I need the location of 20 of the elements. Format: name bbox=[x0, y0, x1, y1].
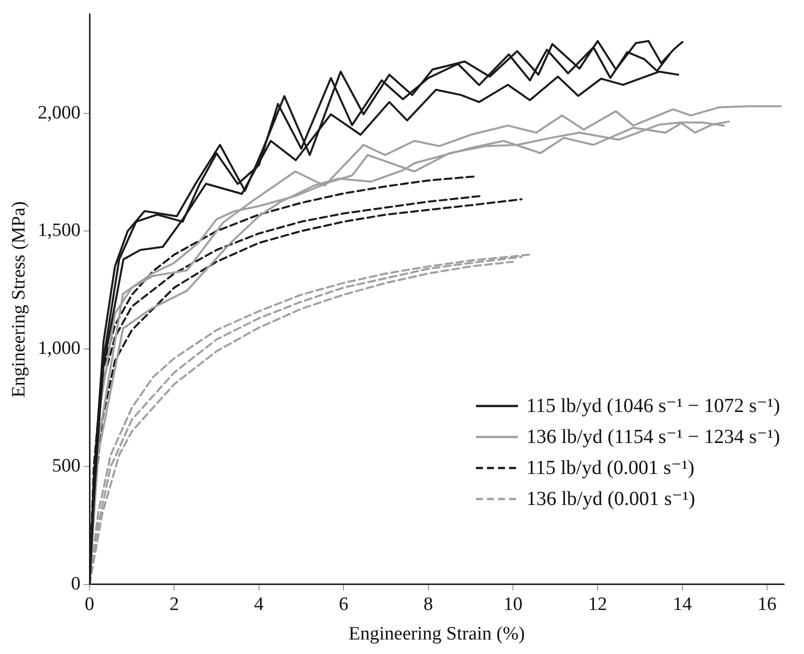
y-tick-label: 1,000 bbox=[38, 338, 81, 359]
y-tick-label: 2,000 bbox=[38, 102, 81, 124]
x-tick-label: 0 bbox=[84, 594, 94, 615]
y-tick-label: 0 bbox=[71, 573, 81, 594]
y-axis-title: Engineering Stress (MPa) bbox=[8, 201, 30, 398]
x-axis-title: Engineering Strain (%) bbox=[348, 624, 525, 645]
x-tick-label: 10 bbox=[503, 594, 522, 615]
x-tick-label: 12 bbox=[588, 594, 608, 615]
x-tick-label: 4 bbox=[254, 594, 264, 615]
y-tick-label: 1,500 bbox=[38, 220, 81, 242]
legend-label: 136 lb/yd (1154 s⁻¹ − 1234 s⁻¹) bbox=[526, 425, 780, 449]
x-tick-label: 6 bbox=[338, 594, 348, 615]
x-tick-label: 16 bbox=[758, 594, 777, 615]
legend-label: 136 lb/yd (0.001 s⁻¹) bbox=[526, 487, 696, 511]
legend-label: 115 lb/yd (1046 s⁻¹ − 1072 s⁻¹) bbox=[526, 394, 780, 418]
x-tick-label: 8 bbox=[424, 594, 434, 615]
legend-label: 115 lb/yd (0.001 s⁻¹) bbox=[526, 456, 694, 480]
x-tick-label: 14 bbox=[672, 594, 692, 615]
x-tick-label: 2 bbox=[169, 594, 179, 615]
y-tick-label: 500 bbox=[52, 456, 81, 477]
